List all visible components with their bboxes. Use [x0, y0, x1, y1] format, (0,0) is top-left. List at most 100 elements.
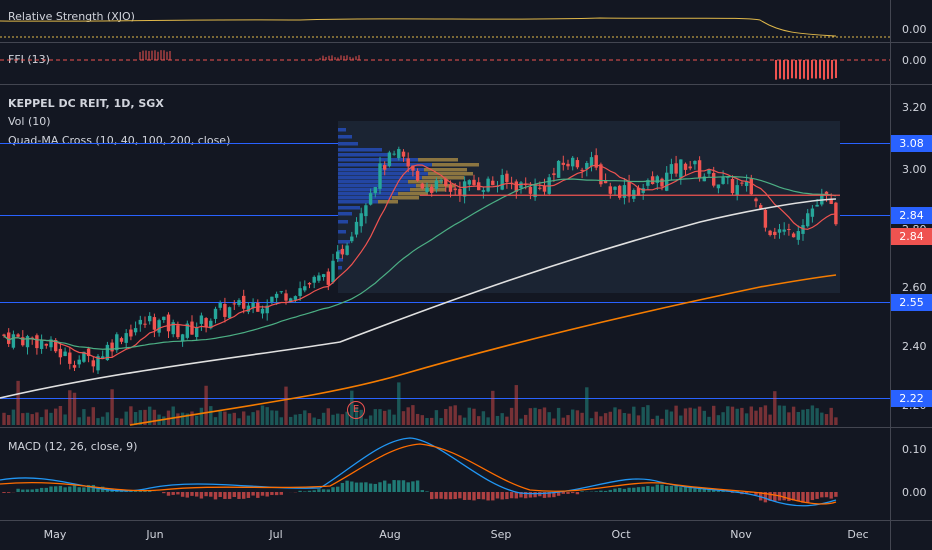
volume-bar [796, 412, 800, 425]
macd-histogram-bar [632, 487, 636, 492]
pane-divider[interactable] [0, 427, 932, 428]
candle-body [458, 188, 462, 195]
candle-body [331, 260, 335, 283]
macd-histogram-bar [415, 480, 420, 492]
volume-bar [415, 413, 420, 425]
volume-bar [2, 412, 6, 425]
candle-body [392, 153, 396, 155]
volume-bar [444, 409, 448, 425]
macd-histogram-bar [242, 492, 246, 499]
volume-bar [472, 408, 476, 425]
volume-bar [101, 416, 105, 425]
volume-bar [538, 409, 542, 425]
volume-profile-bar [338, 172, 428, 176]
candle-body [787, 229, 791, 231]
candle-body [242, 295, 246, 309]
macd-histogram-bar [368, 483, 373, 492]
candle-body [683, 163, 688, 170]
volume-profile-bar [338, 220, 348, 224]
macd-histogram-bar [467, 492, 471, 500]
candle-body [608, 186, 612, 194]
volume-bar [585, 387, 589, 425]
macd-histogram-bar [270, 492, 274, 495]
candle-body [420, 183, 424, 189]
candle-body [834, 202, 838, 225]
macd-pane[interactable]: MACD (12, 26, close, 9) [0, 428, 890, 520]
candle-body [533, 184, 537, 198]
volume-bar [279, 417, 283, 425]
candle-body [622, 185, 627, 198]
volume-bar [768, 414, 772, 425]
macd-histogram-bar [25, 489, 30, 492]
macd-label: MACD (12, 26, close, 9) [8, 440, 138, 453]
volume-profile-bar [338, 192, 398, 196]
candle-body [162, 316, 166, 321]
candle-body [91, 360, 95, 367]
candle-body [603, 180, 608, 184]
candle-body [777, 229, 782, 233]
volume-bar [561, 417, 565, 425]
macd-histogram-bar [768, 492, 772, 501]
chart-canvas[interactable] [0, 0, 890, 550]
volume-bar [707, 416, 711, 425]
candle-body [646, 180, 650, 186]
volume-bar [392, 414, 396, 425]
macd-histogram-bar [693, 488, 697, 492]
volume-bar [726, 406, 730, 425]
candle-body [364, 205, 368, 217]
macd-histogram-bar [373, 483, 377, 492]
macd-histogram-bar [566, 492, 570, 494]
volume-bar [730, 406, 735, 425]
volume-bar [688, 407, 692, 425]
level-line-2.22[interactable] [0, 398, 890, 399]
volume-bar [759, 407, 763, 425]
volume-bar [434, 410, 439, 425]
volume-bar [44, 409, 48, 425]
volume-bar [787, 412, 791, 425]
macd-histogram-bar [331, 487, 335, 492]
price-axis[interactable] [890, 0, 932, 550]
symbol-title[interactable]: KEPPEL DC REIT, 1D, SGX [8, 97, 164, 110]
macd-histogram-bar [453, 492, 457, 499]
candle-body [303, 286, 307, 291]
volume-bar [359, 409, 363, 425]
volume-bar [721, 412, 725, 425]
macd-histogram-bar [86, 485, 91, 492]
macd-histogram-bar [133, 490, 138, 492]
macd-histogram-bar [458, 492, 462, 499]
macd-histogram-bar [603, 490, 608, 492]
candle-body [270, 296, 274, 302]
pane-divider[interactable] [0, 84, 932, 85]
ma-10-line [3, 164, 836, 360]
macd-histogram-bar [444, 492, 448, 500]
macd-histogram-bar [434, 492, 439, 499]
macd-histogram-bar [162, 492, 166, 494]
candle-body [575, 160, 580, 168]
earnings-marker[interactable]: E [347, 401, 365, 419]
candle-body [740, 182, 744, 184]
volume-bar [105, 412, 110, 425]
time-axis[interactable] [0, 521, 890, 550]
macd-histogram-bar [251, 492, 255, 496]
volume-bar [773, 391, 777, 425]
macd-histogram-bar [618, 487, 622, 492]
macd-histogram-bar [49, 486, 53, 492]
candle-body [744, 181, 749, 186]
macd-histogram-bar [528, 492, 533, 498]
month-tick: Sep [490, 528, 512, 541]
volume-bar [566, 415, 570, 425]
macd-histogram-bar [307, 490, 312, 492]
volume-bar [693, 408, 697, 425]
candle-body [768, 230, 772, 236]
macd-histogram-bar [820, 492, 824, 498]
macd-histogram-bar [21, 489, 25, 492]
macd-histogram-bar [636, 487, 641, 492]
macd-histogram-bar [260, 492, 265, 496]
volume-bar [190, 411, 194, 425]
pane-divider[interactable] [0, 42, 932, 43]
candle-body [185, 323, 189, 338]
macd-histogram-bar [209, 492, 213, 497]
volume-label[interactable]: Vol (10) [8, 115, 51, 128]
relative-strength-pane[interactable]: Relative Strength (XJO) [0, 0, 890, 42]
macd-histogram-bar [195, 492, 199, 497]
